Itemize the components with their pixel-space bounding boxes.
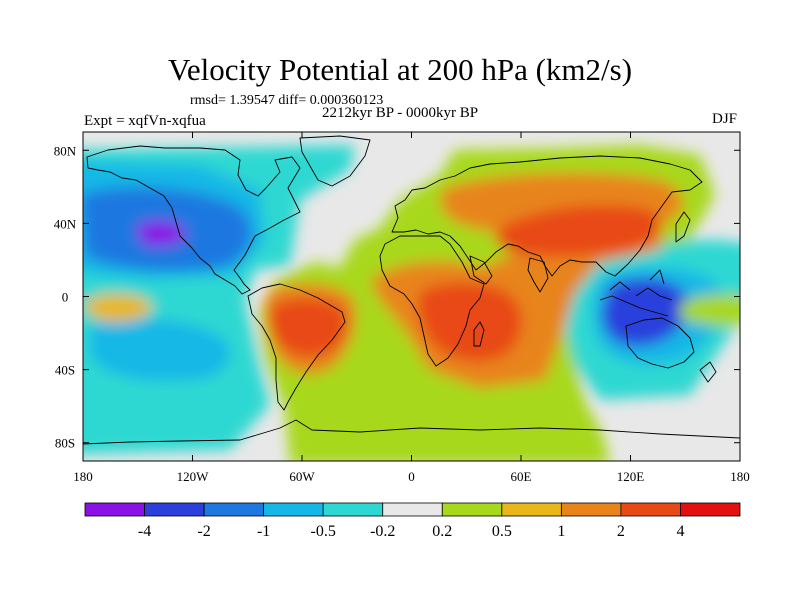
contour-region xyxy=(269,298,347,357)
coastline-maritime-continent xyxy=(599,269,673,317)
colorbar-label: 0.5 xyxy=(492,523,512,540)
x-tick-label: 60W xyxy=(289,469,315,484)
colorbar-label: -1 xyxy=(257,523,270,540)
x-tick-label: 0 xyxy=(408,469,415,484)
colorbar-label: -0.5 xyxy=(311,523,336,540)
colorbar-box xyxy=(203,502,265,517)
colorbar-box xyxy=(263,502,324,517)
coastline-africa xyxy=(379,235,485,367)
coastline-arabia-india xyxy=(469,255,549,293)
contour-region xyxy=(84,293,152,322)
axis-ticks: 180 120W 60W 0 60E 120E 180 80N 40N 0 40S 80S xyxy=(54,132,750,484)
contour-fill xyxy=(83,145,740,461)
colorbar-box xyxy=(382,502,443,517)
y-tick-label: 80N xyxy=(54,143,77,158)
colorbar-label: 2 xyxy=(617,523,625,540)
colorbar-box xyxy=(84,502,145,517)
season-label: DJF xyxy=(711,111,737,127)
colorbar-box xyxy=(144,502,205,517)
coastline-greenland xyxy=(299,135,371,187)
coastline-japan xyxy=(675,211,691,243)
x-tick-label: 180 xyxy=(730,469,750,484)
y-tick-label: 80S xyxy=(55,436,75,451)
coastline-australia xyxy=(625,317,717,383)
colorbar-label: 4 xyxy=(676,523,684,540)
y-tick-label: 40S xyxy=(55,363,75,378)
contour-region xyxy=(680,294,740,327)
coastline-madagascar xyxy=(473,321,485,347)
colorbar-label: -0.2 xyxy=(370,523,395,540)
colorbar-box xyxy=(322,502,384,517)
contour-region xyxy=(601,278,689,347)
colorbar-box xyxy=(620,502,681,517)
colorbar-label: -2 xyxy=(197,523,210,540)
colorbar-label: 0.2 xyxy=(432,523,452,540)
coastline-antarctica xyxy=(83,419,740,445)
colorbar-box xyxy=(680,502,741,517)
experiment-label: Expt = xqfVn-xqfua xyxy=(84,113,206,129)
x-tick-label: 120E xyxy=(617,469,645,484)
colorbar-box xyxy=(501,502,562,517)
stats-line: rmsd= 1.39547 diff= 0.000360123 xyxy=(190,93,384,108)
period-label: 2212kyr BP - 0000kyr BP xyxy=(322,105,479,121)
y-tick-label: 0 xyxy=(62,290,69,305)
colorbar-label: -4 xyxy=(138,523,151,540)
map-panel: 180 120W 60W 0 60E 120E 180 80N 40N 0 40S 80S xyxy=(54,131,750,484)
colorbar-box xyxy=(560,502,622,517)
colorbar-box xyxy=(441,502,503,517)
chart-title: Velocity Potential at 200 hPa (km2/s) xyxy=(167,52,633,87)
x-tick-label: 180 xyxy=(73,469,93,484)
x-tick-label: 60E xyxy=(511,469,532,484)
coastline-north-america xyxy=(86,145,301,295)
contour-region xyxy=(495,205,660,257)
coastline-south-america xyxy=(247,283,346,411)
contour-region xyxy=(137,221,187,247)
coastlines xyxy=(83,135,740,445)
y-tick-label: 40N xyxy=(54,216,77,231)
contour-region xyxy=(90,318,231,382)
colorbar-label: 1 xyxy=(557,523,565,540)
colorbar: -4 -2 -1 -0.5 -0.2 0.2 0.5 1 2 4 xyxy=(84,502,741,540)
coastline-europe xyxy=(391,155,703,277)
x-tick-label: 120W xyxy=(177,469,210,484)
contour-region xyxy=(418,282,522,362)
